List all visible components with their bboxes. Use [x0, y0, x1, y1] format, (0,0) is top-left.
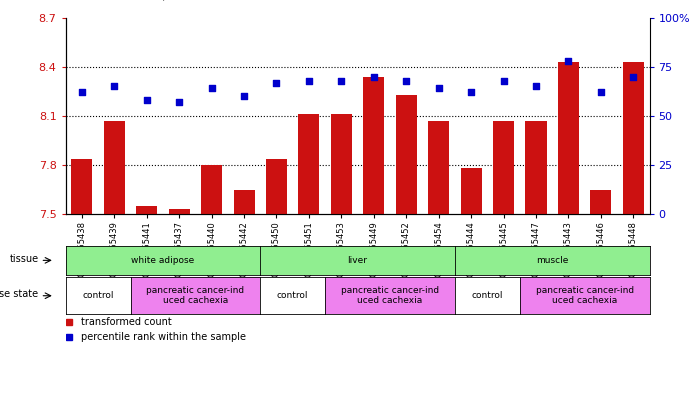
Text: liver: liver: [348, 256, 368, 265]
Bar: [623, 62, 644, 214]
Point: [401, 77, 412, 84]
Point: [368, 73, 379, 80]
Bar: [428, 121, 449, 214]
Bar: [590, 189, 612, 214]
Point: [141, 97, 152, 103]
Bar: [331, 114, 352, 214]
Point: [563, 58, 574, 64]
Bar: [71, 158, 93, 214]
Text: control: control: [277, 291, 308, 300]
Bar: [299, 114, 319, 214]
Text: GDS4899 / 10388861: GDS4899 / 10388861: [100, 0, 235, 2]
Bar: [169, 209, 190, 214]
Point: [76, 89, 87, 95]
Point: [433, 85, 444, 92]
Point: [238, 93, 249, 99]
Bar: [201, 165, 223, 214]
Point: [466, 89, 477, 95]
Bar: [396, 95, 417, 214]
Text: muscle: muscle: [536, 256, 569, 265]
Text: pancreatic cancer-ind
uced cachexia: pancreatic cancer-ind uced cachexia: [341, 286, 439, 305]
Point: [596, 89, 607, 95]
Text: percentile rank within the sample: percentile rank within the sample: [81, 332, 246, 342]
Point: [531, 83, 542, 90]
Bar: [136, 206, 158, 214]
Bar: [266, 158, 287, 214]
Point: [303, 77, 314, 84]
Bar: [525, 121, 547, 214]
Text: tissue: tissue: [10, 254, 39, 264]
Text: pancreatic cancer-ind
uced cachexia: pancreatic cancer-ind uced cachexia: [536, 286, 634, 305]
Bar: [461, 168, 482, 214]
Point: [336, 77, 347, 84]
Text: transformed count: transformed count: [81, 317, 171, 327]
Bar: [363, 77, 384, 214]
Point: [271, 79, 282, 86]
Point: [206, 85, 217, 92]
Bar: [558, 62, 579, 214]
Bar: [104, 121, 125, 214]
Text: pancreatic cancer-ind
uced cachexia: pancreatic cancer-ind uced cachexia: [146, 286, 245, 305]
Text: disease state: disease state: [0, 289, 39, 299]
Point: [108, 83, 120, 90]
Bar: [234, 189, 254, 214]
Point: [173, 99, 184, 105]
Text: white adipose: white adipose: [131, 256, 195, 265]
Point: [498, 77, 509, 84]
Point: [628, 73, 639, 80]
Text: control: control: [82, 291, 114, 300]
Bar: [493, 121, 514, 214]
Text: control: control: [471, 291, 503, 300]
